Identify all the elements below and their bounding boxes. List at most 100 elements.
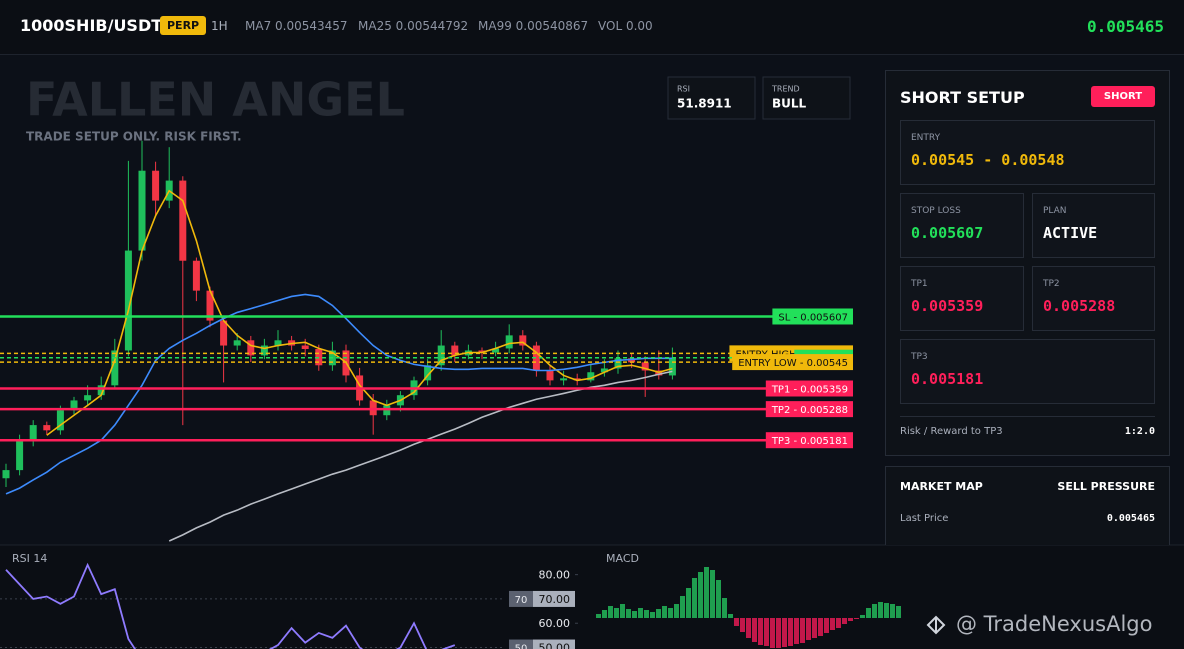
candle-body bbox=[641, 362, 649, 371]
card-value: ACTIVE bbox=[1043, 224, 1098, 242]
macd-bar bbox=[674, 604, 679, 618]
y-tick-label: 50.00 bbox=[539, 642, 571, 649]
candle-body bbox=[437, 345, 445, 366]
candle-body bbox=[369, 400, 377, 416]
level-value: 70 bbox=[515, 595, 528, 606]
level-tag bbox=[765, 432, 853, 449]
macd-bar bbox=[842, 618, 847, 624]
level-tag bbox=[732, 354, 853, 371]
rsi-panel: 70 50 80.00 70.00 60.00 50.00 bbox=[0, 562, 578, 649]
macd-bar bbox=[632, 611, 637, 618]
macd-bar bbox=[722, 598, 727, 618]
macd-bar bbox=[614, 608, 619, 618]
macd-bar bbox=[626, 609, 631, 618]
macd-bar bbox=[740, 618, 745, 632]
macd-bar bbox=[794, 618, 799, 644]
candle-body bbox=[560, 378, 568, 381]
moving-average bbox=[168, 370, 673, 542]
macd-bar bbox=[878, 602, 883, 618]
watermark-icon bbox=[926, 615, 946, 635]
candle-body bbox=[220, 320, 228, 346]
macd-bar bbox=[650, 612, 655, 618]
macd-title: MACD bbox=[606, 552, 639, 565]
entry-card: ENTRY 0.00545 - 0.00548 bbox=[900, 120, 1155, 185]
candle-body bbox=[587, 372, 595, 381]
candle-body bbox=[152, 170, 160, 201]
macd-bar bbox=[746, 618, 751, 638]
candle-body bbox=[628, 358, 636, 363]
macd-bar bbox=[728, 614, 733, 618]
symbol: 1000SHIB/USDT bbox=[20, 16, 163, 35]
level-badge bbox=[509, 590, 533, 607]
macd-bar bbox=[836, 618, 841, 628]
macd-bar bbox=[680, 596, 685, 618]
macd-bar bbox=[788, 618, 793, 646]
candle-body bbox=[478, 350, 486, 353]
level-tag bbox=[772, 308, 853, 325]
macd-bar bbox=[776, 618, 781, 648]
stats: RSI 51.8911 TREND BULL bbox=[667, 76, 851, 120]
macd-bar bbox=[890, 604, 895, 618]
panel-title: SHORT SETUP bbox=[900, 88, 1025, 107]
macd-bar bbox=[824, 618, 829, 633]
stat-value: 51.8911 bbox=[677, 97, 732, 111]
macd-bar bbox=[770, 618, 775, 648]
tp3-card: TP3 0.005181 bbox=[900, 339, 1155, 404]
macd-bar bbox=[656, 609, 661, 618]
ma7: MA7 0.00543457 bbox=[245, 19, 348, 33]
ma99: MA99 0.00540867 bbox=[478, 19, 589, 33]
volume: VOL 0.00 bbox=[598, 19, 653, 33]
macd-bar bbox=[620, 604, 625, 618]
card-label: STOP LOSS bbox=[911, 206, 961, 216]
candle-body bbox=[492, 348, 500, 353]
divider bbox=[900, 416, 1155, 417]
rsi-title: RSI 14 bbox=[12, 552, 47, 565]
candle-body bbox=[70, 400, 78, 411]
rsi-line bbox=[5, 562, 456, 649]
card-label: ENTRY bbox=[911, 133, 941, 143]
candle-body bbox=[505, 335, 513, 349]
risk-label: Risk / Reward to TP3 bbox=[900, 426, 1003, 437]
candle-body bbox=[247, 340, 255, 356]
card-value: 0.005288 bbox=[1043, 297, 1116, 315]
market-panel: MARKET MAP SELL PRESSURE Last Price 0.00… bbox=[885, 466, 1170, 545]
tp2-card: TP2 0.005288 bbox=[1032, 266, 1155, 331]
macd-bar bbox=[608, 606, 613, 618]
risk-value: 1:2.0 bbox=[1124, 426, 1155, 437]
macd-bar bbox=[854, 618, 859, 619]
candle-body bbox=[668, 357, 676, 376]
candle-body bbox=[56, 410, 64, 431]
card-label: TP1 bbox=[911, 279, 928, 289]
level-label: ENTRY LOW - 0.00545 bbox=[738, 358, 848, 369]
interval[interactable]: 1H bbox=[211, 19, 228, 33]
candle-body bbox=[111, 350, 119, 386]
card-label: TP3 bbox=[911, 352, 928, 362]
candle-body bbox=[84, 395, 92, 401]
candle-body bbox=[179, 180, 187, 261]
candle-body bbox=[124, 250, 132, 351]
macd-bar bbox=[662, 606, 667, 618]
card-value: 0.005359 bbox=[911, 297, 984, 315]
market-status: SELL PRESSURE bbox=[1057, 480, 1155, 493]
level-tag bbox=[765, 401, 853, 418]
card-value: 0.005607 bbox=[911, 224, 984, 242]
stat-box bbox=[762, 76, 851, 120]
moving-average bbox=[46, 189, 673, 436]
watermark-title: FALLEN ANGEL bbox=[26, 73, 405, 127]
candle-body bbox=[614, 358, 622, 369]
macd-bar bbox=[638, 608, 643, 618]
stat-box bbox=[667, 76, 756, 120]
candle-body bbox=[424, 365, 432, 381]
candle-body bbox=[274, 340, 282, 346]
watermark-subtitle: TRADE SETUP ONLY. RISK FIRST. bbox=[26, 130, 242, 144]
last-price-label: Last Price bbox=[900, 513, 949, 524]
level-tag bbox=[765, 380, 853, 397]
stat-name: TREND bbox=[771, 85, 800, 94]
short-badge: SHORT bbox=[1091, 86, 1155, 107]
macd-bar bbox=[752, 618, 757, 642]
ma25: MA25 0.00544792 bbox=[358, 19, 469, 33]
macd-bar bbox=[860, 615, 865, 618]
macd-bar bbox=[686, 588, 691, 618]
candle-body bbox=[260, 345, 268, 356]
macd-bar bbox=[758, 618, 763, 645]
